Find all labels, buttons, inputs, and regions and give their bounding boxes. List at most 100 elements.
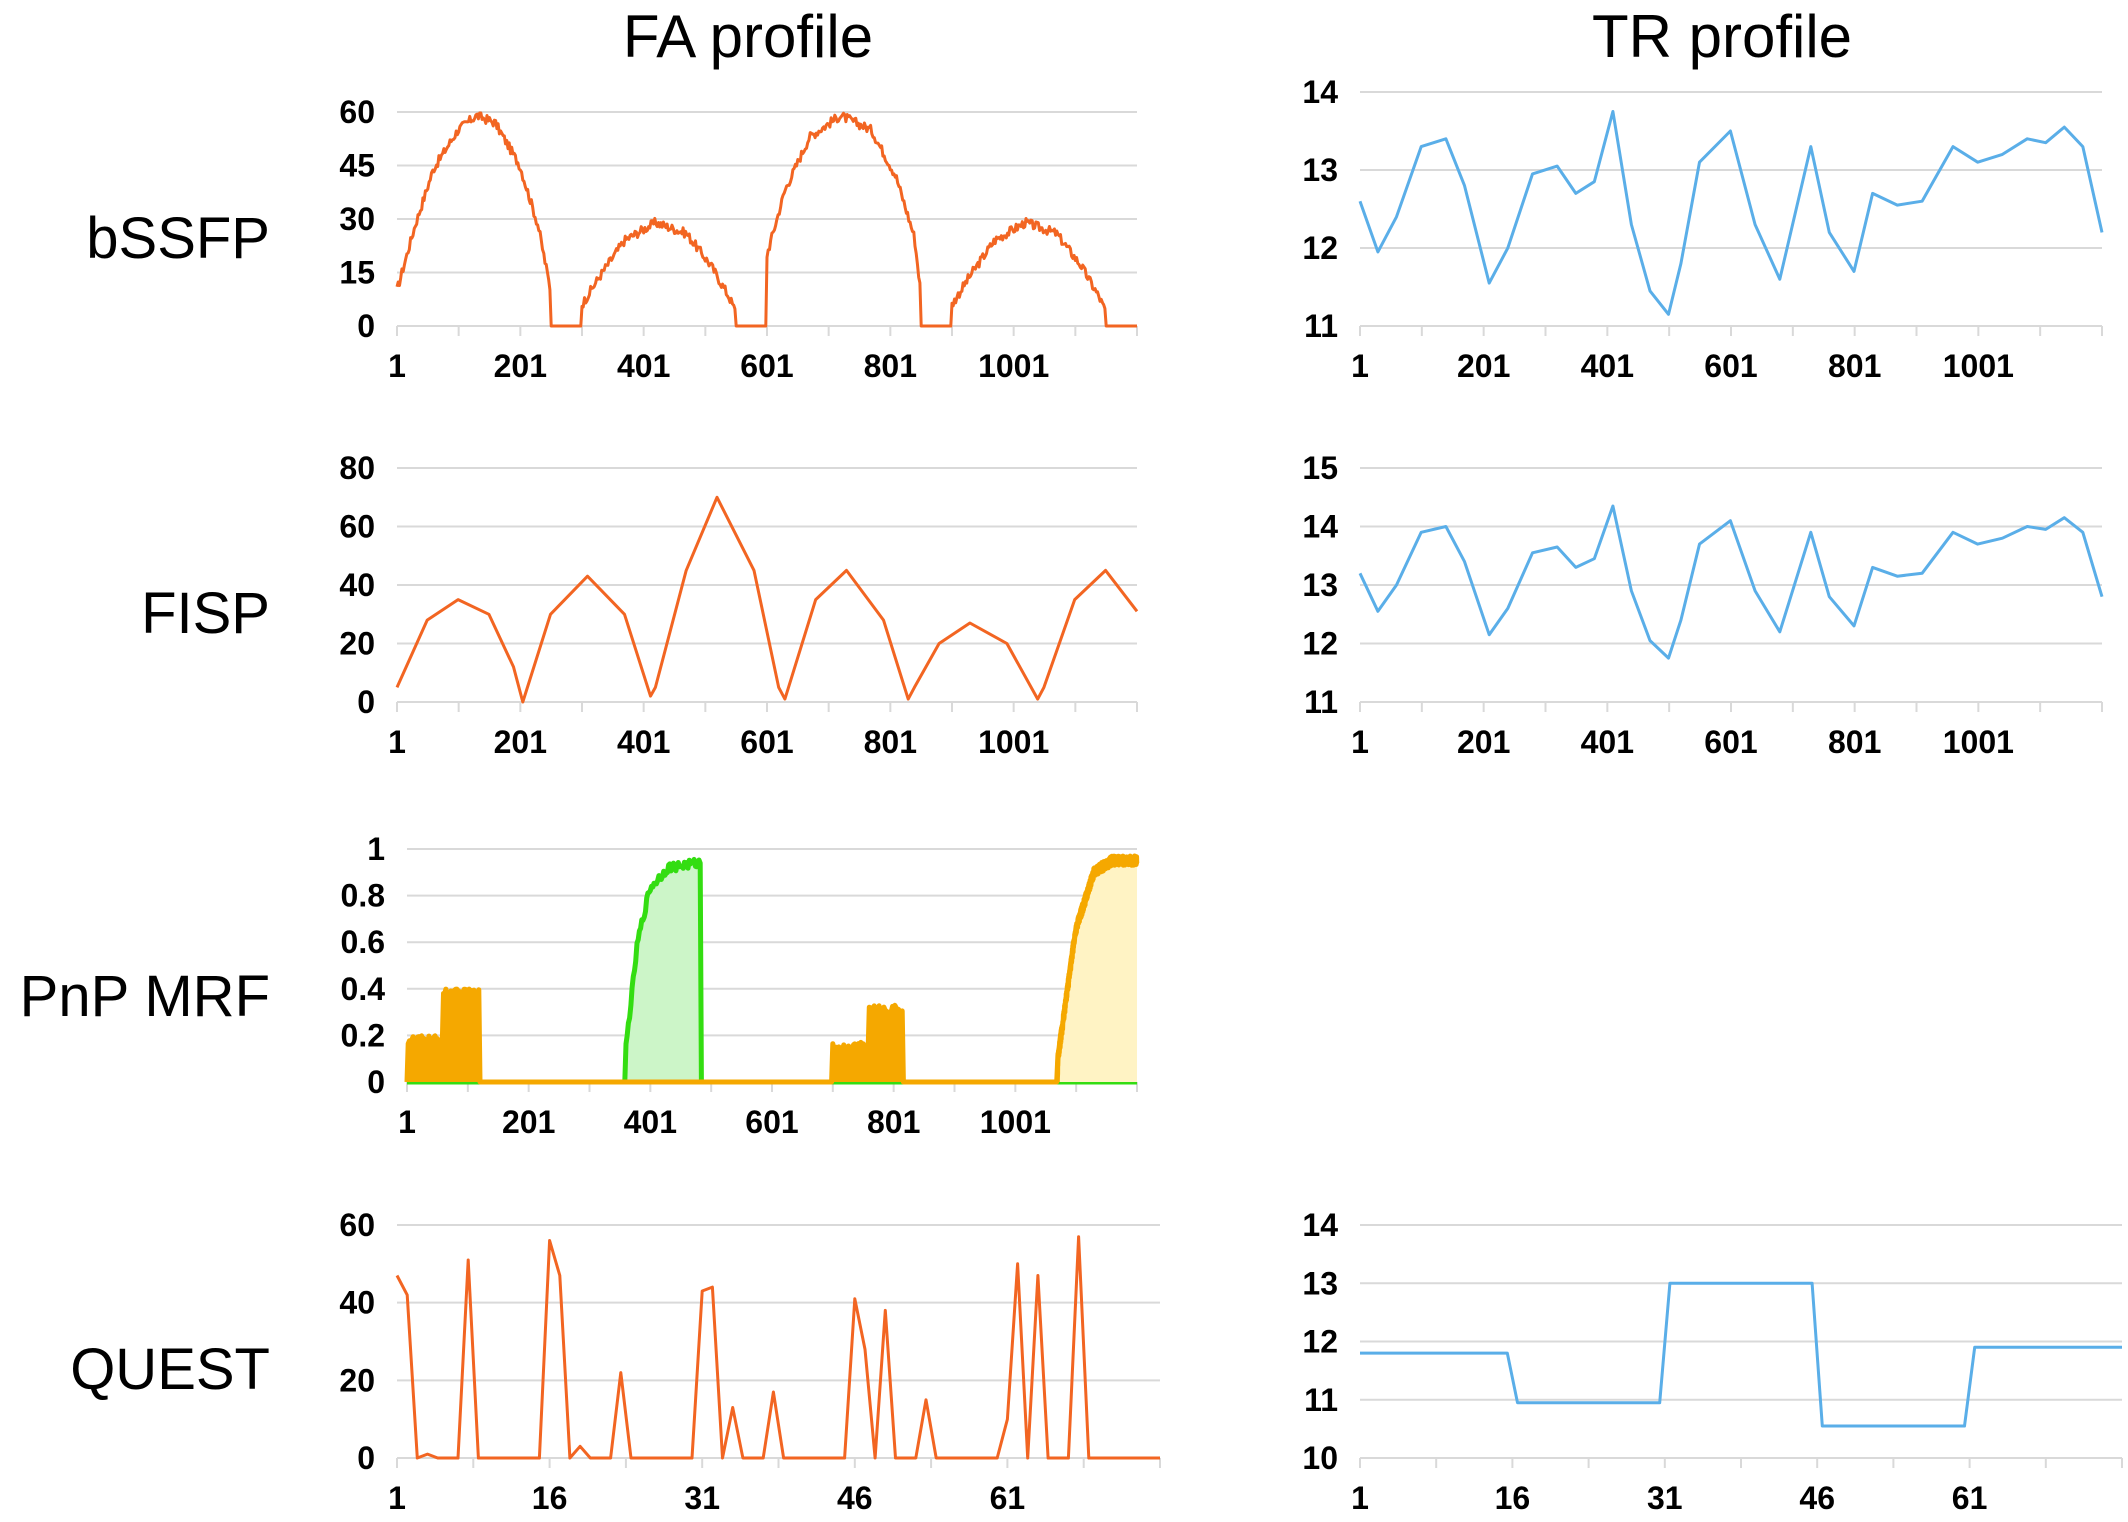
y-tick-label: 11 bbox=[1304, 1382, 1338, 1418]
y-tick-label: 12 bbox=[1302, 1324, 1338, 1360]
y-tick-label: 0 bbox=[367, 1064, 385, 1100]
x-tick-label: 801 bbox=[864, 724, 917, 760]
series-line-0 bbox=[1358, 504, 2104, 660]
x-tick-label: 1 bbox=[1351, 348, 1369, 384]
chart-fisp-tr: 11 12 13 14 15 1 201 401 601 801 1001 bbox=[1302, 450, 2104, 760]
x-tick-label: 801 bbox=[1828, 724, 1881, 760]
series-line-0 bbox=[395, 1235, 1160, 1460]
chart-pnp-fa: 0 0.2 0.4 0.6 0.8 1 1 201 401 601 801 1001 bbox=[341, 831, 1140, 1140]
x-tick-label: 1 bbox=[388, 1480, 406, 1516]
series-line-2 bbox=[1054, 853, 1140, 1083]
row-label-quest: QUEST bbox=[70, 1337, 270, 1402]
y-tick-label: 14 bbox=[1302, 1207, 1338, 1243]
x-tick-label: 601 bbox=[745, 1104, 798, 1140]
y-tick-label: 13 bbox=[1302, 1265, 1338, 1301]
y-tick-label: 15 bbox=[1302, 450, 1338, 486]
y-tick-label: 10 bbox=[1302, 1440, 1338, 1476]
x-tick-label: 61 bbox=[990, 1480, 1026, 1516]
x-tick-label: 16 bbox=[532, 1480, 568, 1516]
x-tick-label: 31 bbox=[684, 1480, 720, 1516]
row-label-pnp-mrf: PnP MRF bbox=[19, 964, 270, 1029]
x-tick-label: 601 bbox=[1704, 724, 1757, 760]
x-tick-label: 1001 bbox=[978, 724, 1049, 760]
x-tick-label: 401 bbox=[617, 348, 670, 384]
chart-bssfp-tr: 11 12 13 14 1 201 401 601 801 1001 bbox=[1302, 74, 2104, 384]
x-tick-label: 61 bbox=[1952, 1480, 1988, 1516]
x-tick-label: 401 bbox=[617, 724, 670, 760]
x-tick-label: 1 bbox=[398, 1104, 416, 1140]
y-tick-label: 13 bbox=[1302, 152, 1338, 188]
x-tick-label: 801 bbox=[1828, 348, 1881, 384]
x-tick-label: 401 bbox=[1581, 348, 1634, 384]
y-tick-label: 20 bbox=[339, 1362, 375, 1398]
y-tick-label: 11 bbox=[1304, 684, 1338, 720]
y-tick-label: 13 bbox=[1302, 567, 1338, 603]
x-tick-label: 1 bbox=[388, 724, 406, 760]
y-tick-label: 80 bbox=[339, 450, 375, 486]
chart-quest-tr: 10 11 12 13 14 1 16 31 46 61 bbox=[1302, 1207, 2123, 1516]
y-tick-label: 14 bbox=[1302, 509, 1338, 545]
y-tick-label: 40 bbox=[339, 1285, 375, 1321]
row-label-bssfp: bSSFP bbox=[86, 206, 270, 271]
x-tick-label: 801 bbox=[864, 348, 917, 384]
y-tick-label: 12 bbox=[1302, 626, 1338, 662]
x-tick-label: 31 bbox=[1647, 1480, 1683, 1516]
x-tick-label: 801 bbox=[867, 1104, 920, 1140]
x-tick-label: 1 bbox=[1351, 1480, 1369, 1516]
y-tick-label: 15 bbox=[339, 255, 375, 291]
y-tick-label: 45 bbox=[339, 148, 375, 184]
tr-profile-title: TR profile bbox=[1591, 3, 1853, 70]
series-area-1 bbox=[407, 856, 1137, 1082]
series-line-0 bbox=[395, 495, 1139, 704]
x-tick-label: 601 bbox=[1704, 348, 1757, 384]
x-tick-label: 1001 bbox=[1943, 348, 2014, 384]
x-tick-label: 1001 bbox=[1943, 724, 2014, 760]
x-tick-label: 1001 bbox=[980, 1104, 1051, 1140]
row-label-fisp: FISP bbox=[141, 581, 270, 646]
series-line-0 bbox=[405, 856, 1139, 1085]
chart-quest-fa: 0 20 40 60 1 16 31 46 61 bbox=[339, 1207, 1161, 1516]
y-tick-label: 0 bbox=[357, 1440, 375, 1476]
series-line-1 bbox=[404, 854, 1139, 1085]
series-line-0 bbox=[1358, 110, 2104, 316]
y-tick-label: 30 bbox=[339, 201, 375, 237]
x-tick-label: 601 bbox=[740, 724, 793, 760]
x-tick-label: 201 bbox=[494, 348, 547, 384]
y-tick-label: 0.6 bbox=[341, 924, 385, 960]
y-tick-label: 0.4 bbox=[341, 971, 386, 1007]
y-tick-label: 40 bbox=[339, 567, 375, 603]
y-tick-label: 1 bbox=[367, 831, 385, 867]
fa-profile-title: FA profile bbox=[622, 3, 874, 70]
x-tick-label: 201 bbox=[1457, 348, 1510, 384]
x-tick-label: 1001 bbox=[978, 348, 1049, 384]
y-tick-label: 60 bbox=[339, 1207, 375, 1243]
y-tick-label: 11 bbox=[1304, 308, 1338, 344]
x-tick-label: 46 bbox=[1799, 1480, 1835, 1516]
series-area-0 bbox=[407, 859, 1137, 1082]
y-tick-label: 0.2 bbox=[341, 1017, 385, 1053]
y-tick-label: 20 bbox=[339, 626, 375, 662]
y-tick-label: 14 bbox=[1302, 74, 1338, 110]
x-tick-label: 46 bbox=[837, 1480, 873, 1516]
series-area-2 bbox=[1057, 856, 1137, 1082]
x-tick-label: 401 bbox=[624, 1104, 677, 1140]
y-tick-label: 12 bbox=[1302, 230, 1338, 266]
y-tick-label: 60 bbox=[339, 94, 375, 130]
series-line-0 bbox=[1360, 1281, 2122, 1428]
y-tick-label: 0 bbox=[357, 308, 375, 344]
series-line-0 bbox=[395, 111, 1138, 328]
x-tick-label: 201 bbox=[494, 724, 547, 760]
x-tick-label: 601 bbox=[740, 348, 793, 384]
x-tick-label: 401 bbox=[1581, 724, 1634, 760]
x-tick-label: 16 bbox=[1495, 1480, 1531, 1516]
x-tick-label: 1 bbox=[388, 348, 406, 384]
x-tick-label: 201 bbox=[502, 1104, 555, 1140]
x-tick-label: 1 bbox=[1351, 724, 1369, 760]
x-tick-label: 201 bbox=[1457, 724, 1510, 760]
y-tick-label: 60 bbox=[339, 509, 375, 545]
y-tick-label: 0.8 bbox=[341, 878, 385, 914]
y-tick-label: 0 bbox=[357, 684, 375, 720]
